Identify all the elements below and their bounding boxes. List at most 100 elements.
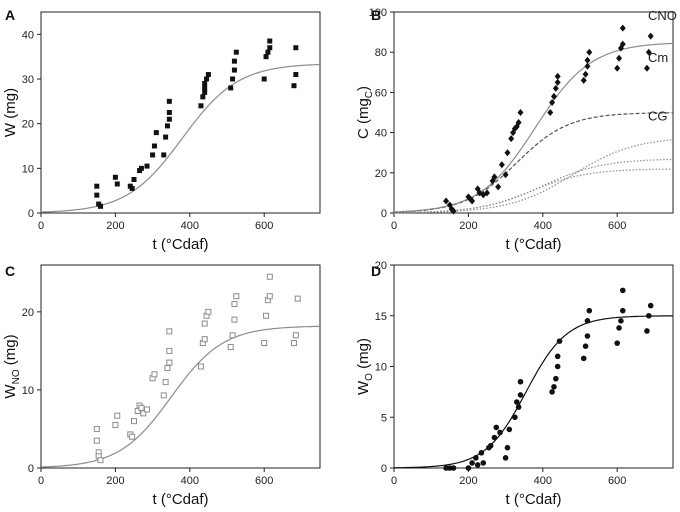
panel-d-data-point <box>480 460 487 466</box>
panel-c-data-point <box>129 433 136 440</box>
panel-c-data-point <box>114 412 121 419</box>
panel-c-xtick-label: 200 <box>106 475 124 487</box>
panel-b-data-point <box>554 72 561 80</box>
panel-a-data-point <box>261 76 267 82</box>
panel-b-data-point <box>498 161 505 169</box>
panel-b-data-point <box>443 197 450 205</box>
panel-c-ylabel: WNO (mg) <box>2 334 22 398</box>
panel-b-data-point <box>502 171 509 179</box>
panel-c-data-point <box>231 301 238 308</box>
panel-b-data-point <box>495 183 502 191</box>
panel-b-annotation-cm: Cm <box>648 50 668 65</box>
panel-b-ytick-label: 80 <box>375 47 387 59</box>
panel-a-xtick-label: 0 <box>38 220 44 232</box>
panel-c-xlabel: t (°Cdaf) <box>152 491 208 508</box>
panel-c-data-point <box>197 363 204 370</box>
panel-b-data-point <box>508 135 515 143</box>
panel-d-data-point <box>646 312 652 319</box>
panel-d-data-point <box>618 318 624 324</box>
panel-b-curve-cm <box>394 139 674 214</box>
panel-a-data-point <box>202 85 208 91</box>
panel-a-data-point <box>150 152 156 158</box>
panel-b-annotation-cno: CNO <box>648 8 677 23</box>
panel-d-data-point <box>549 389 555 395</box>
panel-d-data-point <box>584 333 591 339</box>
panel-c-data-point <box>151 371 158 378</box>
panel-a-data-point <box>131 177 137 182</box>
panel-a-curve-fit <box>40 63 321 213</box>
panel-d-data-point <box>506 426 513 433</box>
panel-c-curve-fit <box>41 325 320 468</box>
panel-a-data-point <box>263 54 269 60</box>
panel-d-data-point <box>554 363 561 370</box>
panel-c-letter: C <box>5 263 15 279</box>
panel-d-data-point <box>644 328 650 334</box>
panel-c-data-point <box>266 273 273 280</box>
panel-a: A 0 200 400 600 0 10 20 30 40 t (°Cdaf) W (mg) <box>2 7 321 253</box>
panel-d-data-point <box>616 325 622 331</box>
panel-a-data-point <box>144 163 150 169</box>
panel-d-data-point <box>493 424 500 431</box>
panel-b-data-point <box>647 32 654 40</box>
panel-b-ylabel-sub: C <box>364 91 375 98</box>
panel-b-data-point <box>619 24 626 32</box>
panel-c: C 0 200 400 600 0 10 20 t (°Cdaf) WNO (mg) <box>2 263 321 508</box>
panel-b-data-point <box>645 48 652 56</box>
panel-c-ytick-label: 10 <box>22 385 34 397</box>
panel-b-xtick-label: 600 <box>608 220 626 232</box>
panel-b-data-point <box>582 70 589 78</box>
panel-b-xtick-label: 200 <box>459 220 477 232</box>
panel-c-data-point <box>166 347 173 354</box>
panel-a-data-point <box>161 152 167 158</box>
panel-d-data-point <box>582 343 589 350</box>
panel-b-ytick-label: 20 <box>375 168 387 180</box>
panel-a-data-point <box>291 83 297 89</box>
panel-b-ylabel-main: C (mg <box>355 98 372 139</box>
panel-b-data-point <box>504 149 511 157</box>
panel-a-data-point <box>163 134 169 140</box>
panel-c-ylabel-sub: NO <box>11 369 22 384</box>
panel-a-xtick-label: 200 <box>106 220 124 232</box>
panel-a-data-point <box>129 185 135 191</box>
panel-d-xtick-label: 200 <box>459 475 477 487</box>
panel-c-frame <box>40 264 321 469</box>
panel-a-frame <box>40 11 321 214</box>
panel-a-letter: A <box>5 7 15 23</box>
panel-d-data-point <box>512 414 518 421</box>
panel-c-xtick-label: 600 <box>255 475 273 487</box>
panel-b-ytick-label: 60 <box>375 87 387 99</box>
panel-c-data-point <box>164 365 171 372</box>
panel-b-curve-cno <box>394 158 673 214</box>
panel-a-data-point <box>265 49 271 55</box>
panel-c-data-point <box>201 320 208 327</box>
panel-c-data-point <box>294 295 301 302</box>
panel-a-data-point <box>200 94 206 100</box>
panel-c-data-point <box>201 336 208 343</box>
panel-d-ylabel-main: W <box>355 380 372 395</box>
panel-b-data-point <box>450 207 457 215</box>
panel-a-data-point <box>153 130 159 136</box>
panel-a-ytick-label: 0 <box>28 208 34 220</box>
panel-d-ylabel-sub: O <box>364 373 375 381</box>
panel-d-data-point <box>469 460 475 466</box>
panel-b-ytick-label: 0 <box>381 208 387 220</box>
panel-b-data-point <box>517 109 524 116</box>
panel-c-data-point <box>266 293 273 300</box>
panel-d-data-point <box>556 338 563 344</box>
panel-d-xtick-label: 0 <box>391 475 397 487</box>
panel-d: D 0 200 400 600 0 5 10 15 20 t (°Cdaf) WO (mg) <box>355 260 674 508</box>
panel-d-ylabel: WO (mg) <box>355 338 375 395</box>
panel-c-xtick-label: 400 <box>181 475 199 487</box>
panel-b-ylabel: C (mgC) <box>355 86 375 139</box>
panel-a-ytick-label: 40 <box>22 29 34 41</box>
panel-d-data-point <box>497 429 503 436</box>
panel-d-data-point <box>487 442 494 449</box>
panel-d-data-point <box>502 455 509 461</box>
panel-d-frame <box>393 264 674 469</box>
panel-a-data-point <box>204 76 210 82</box>
panel-b-xtick-label: 400 <box>534 220 552 232</box>
panel-d-data-point <box>551 384 557 390</box>
panel-d-data-point <box>478 449 485 456</box>
panel-d-data-point <box>517 378 524 385</box>
